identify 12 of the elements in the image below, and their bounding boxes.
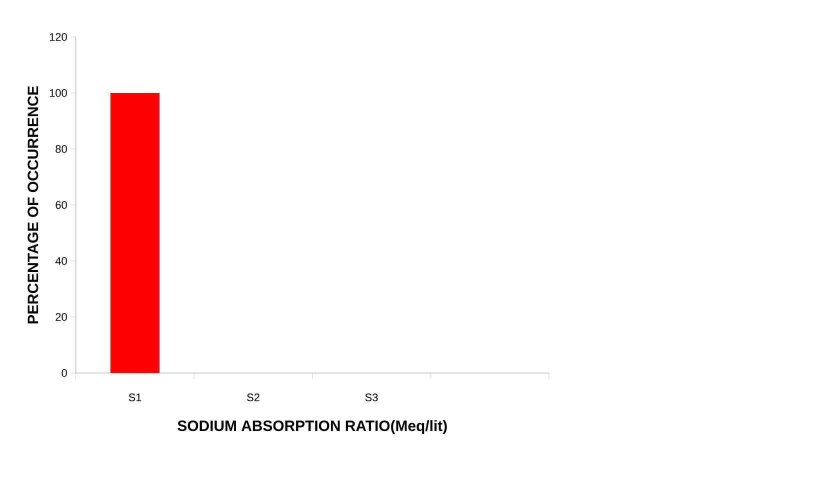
x-tick-label: S2 <box>247 394 260 402</box>
y-tick-label: 80 <box>56 145 67 153</box>
y-tick-label: 60 <box>56 201 67 209</box>
y-tick-label: 0 <box>62 369 67 377</box>
y-tick-label: 40 <box>55 257 67 265</box>
x-tick-label: S1 <box>128 394 142 402</box>
y-tick-label: 100 <box>50 89 67 97</box>
x-axis-title: SODIUM ABSORPTION RATIO(Meq/lit) <box>178 420 447 434</box>
y-tick-label: 120 <box>50 33 67 41</box>
x-tick-label: S3 <box>365 394 378 402</box>
y-tick-label: 20 <box>56 313 67 321</box>
y-axis-title: PERCENTAGE OF OCCURRENCE <box>28 86 38 324</box>
